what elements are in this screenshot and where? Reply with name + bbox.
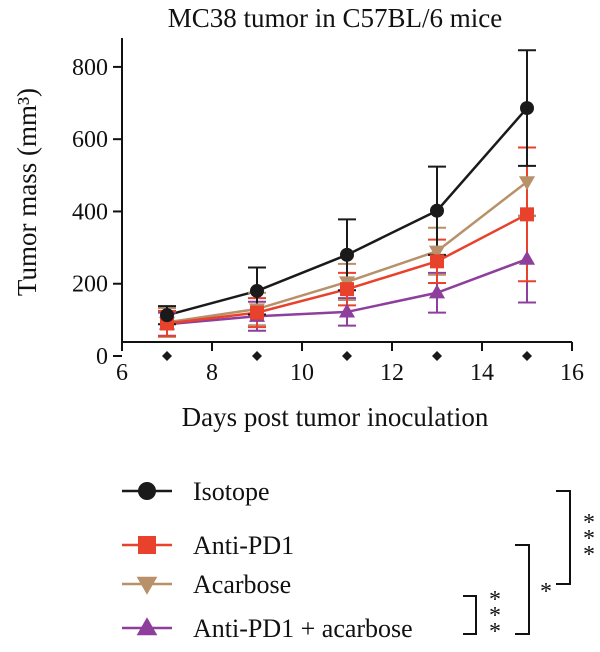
significance-label: * [540,579,552,605]
x-tick-label: 12 [380,360,404,386]
baseline-point [252,351,262,361]
data-point [338,303,356,318]
x-tick-label: 6 [116,360,128,386]
data-point [518,250,536,265]
legend-item: Anti-PD1 [122,531,294,560]
baseline-point [432,351,442,361]
legend-marker [138,482,156,500]
baseline-point [342,351,352,361]
y-tick-label: 800 [72,55,108,81]
data-point [518,176,536,191]
x-tick-label: 8 [206,360,218,386]
legend-label: Anti-PD1 + acarbose [193,614,413,643]
data-point [520,207,534,222]
y-tick-label: 200 [72,272,108,298]
data-point [340,247,354,262]
data-point [250,283,264,298]
legend: Isotope Anti-PD1 Acarbose Anti-PD1 + acarbo… [122,477,413,643]
data-point [340,282,354,297]
x-tick-label: 16 [560,360,584,386]
data-point [430,203,444,218]
significance-brackets: * * *** * * [463,490,595,645]
data-point [160,308,174,323]
significance-label: * * * [583,510,595,568]
y-tick-label: 400 [72,199,108,225]
baseline-point [162,351,172,361]
significance-label: * * * [489,587,501,645]
data-point [428,284,446,299]
baseline-point [522,351,532,361]
legend-item: Isotope [122,477,270,506]
data-point [520,101,534,116]
legend-label: Anti-PD1 [193,531,294,560]
y-axis-label: Tumor mass (mm³) [12,88,42,296]
legend-marker [136,617,158,636]
x-tick-label: 14 [470,360,494,386]
legend-item: Anti-PD1 + acarbose [122,614,413,643]
data-point [430,254,444,269]
significance-bracket-middle [515,544,530,635]
y-tick-label: 0 [96,344,108,370]
y-tick-label: 600 [72,127,108,153]
data-point [428,245,446,260]
legend-marker [138,536,156,554]
legend-label: Isotope [193,477,270,506]
x-axis-label: Days post tumor inoculation [182,402,489,432]
legend-marker [136,576,158,595]
significance-bracket-outer [556,490,571,585]
x-tick-label: 10 [290,360,314,386]
legend-item: Acarbose [122,570,291,599]
legend-label: Acarbose [193,570,291,599]
chart-title: MC38 tumor in C57BL/6 mice [168,3,503,33]
data-point [250,305,264,320]
significance-bracket-inner [463,595,477,635]
plot-area: 6 8 10 12 14 16 0 200 400 600 800 [72,38,584,386]
